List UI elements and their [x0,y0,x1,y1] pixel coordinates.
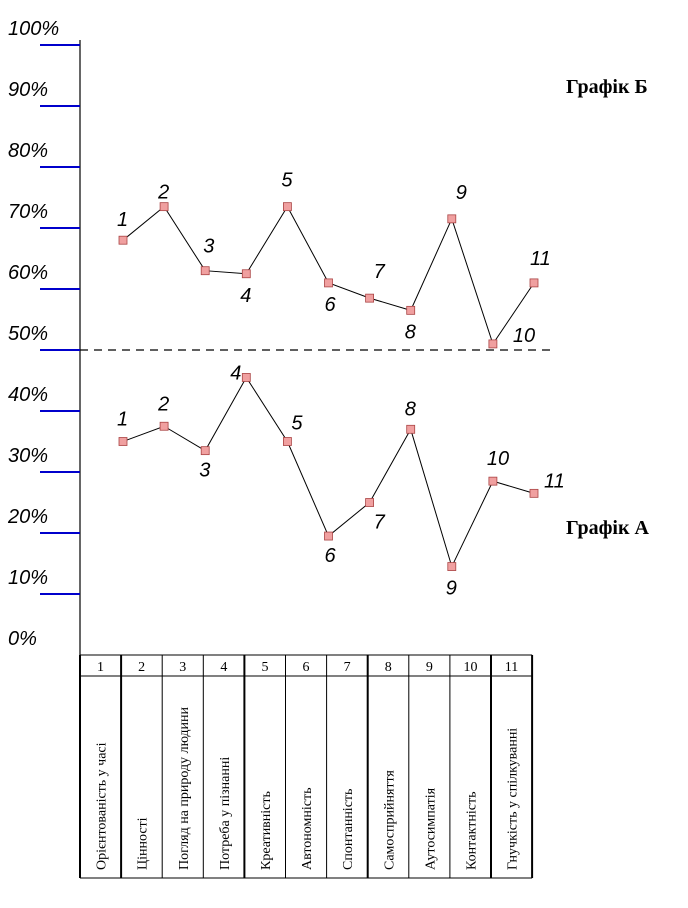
point-label: 5 [291,413,303,435]
data-point [200,266,210,276]
category-number: 7 [344,660,351,675]
data-point [118,235,128,245]
y-tick-label: 50% [8,323,48,345]
data-point [447,214,457,224]
category-name: Погляд на природу людини [177,707,192,870]
data-point [159,202,169,212]
series-name: Графік Б [566,76,648,98]
y-tick-label: 60% [8,262,48,284]
y-tick-label: 30% [8,445,48,467]
point-label: 8 [405,321,416,343]
y-tick-label: 80% [8,140,48,162]
data-point [529,278,539,288]
y-tick-label: 20% [7,506,48,528]
data-point [406,305,416,315]
data-point [406,424,416,434]
point-label: 2 [157,393,169,415]
category-number: 1 [97,660,104,675]
series-line [122,205,535,346]
data-point [447,562,457,571]
point-label: 6 [325,545,337,567]
category-name: Аутосимпатія [423,787,438,870]
category-table: 1 Орієнтованість у часі 2 Цінності 3 Погляд н… [79,654,534,879]
point-label: 1 [117,209,128,231]
category-name: Орієнтованість у часі [95,742,110,870]
category-name: Контактність [464,792,479,870]
data-point [282,202,292,212]
point-label: 7 [374,261,386,283]
category-name: Спонтанність [341,789,356,870]
data-point [241,269,251,279]
data-point [118,437,128,446]
point-label: 1 [117,409,128,431]
category-number: 11 [505,660,518,675]
category-number: 4 [220,660,227,675]
point-label: 11 [530,248,551,270]
point-label: 9 [456,182,467,204]
point-label: 10 [487,448,509,470]
data-point [324,531,333,541]
category-number: 2 [138,660,145,675]
point-label: 3 [203,236,214,258]
category-number: 10 [463,660,477,675]
data-point [488,476,498,486]
category-name: Самосприйняття [382,770,397,870]
point-label: 7 [374,512,386,534]
y-tick-label: 100% [8,18,59,40]
data-point [241,373,251,382]
y-tick-label: 10% [8,567,48,589]
data-point [282,437,292,446]
category-number: 5 [261,660,268,675]
category-name: Гнучкість у спілкуванні [506,728,521,870]
data-point [488,339,498,349]
point-label: 3 [199,460,210,482]
category-number: 8 [385,660,392,675]
category-name: Потреба у пізнанні [218,757,233,870]
data-point [159,421,169,431]
y-tick-label: 70% [8,201,48,223]
category-number: 9 [426,660,433,675]
axis-layer: 0% 10% 20% 30% 40% 50% 60% 70% 80% 90% 100% [7,18,81,655]
data-point [365,498,375,507]
point-label: 5 [281,170,293,192]
point-label: 4 [240,285,251,307]
category-name: Цінності [136,817,151,870]
data-point [365,293,375,303]
series-name: Графік А [566,517,650,539]
series-layer: 1 2 3 4 5 6 7 8 9 10 11 Графік Б 1 2 3 4 5 6 7 8 9 10 11 Графік… [117,76,650,600]
point-label: 4 [230,362,241,384]
y-tick-label: 90% [8,79,48,101]
category-name: Автономність [300,788,315,871]
category-number: 6 [303,660,310,675]
category-name: Креативність [259,791,274,870]
data-point [324,278,333,288]
point-label: 11 [544,470,565,492]
point-label: 2 [157,182,169,204]
point-label: 9 [446,578,457,600]
point-label: 8 [405,398,416,420]
data-point [529,488,539,498]
y-tick-label: 0% [8,628,37,650]
point-label: 10 [513,325,535,347]
category-number: 3 [179,660,186,675]
data-point [200,446,210,456]
y-tick-label: 40% [8,384,48,406]
point-label: 6 [325,294,337,316]
